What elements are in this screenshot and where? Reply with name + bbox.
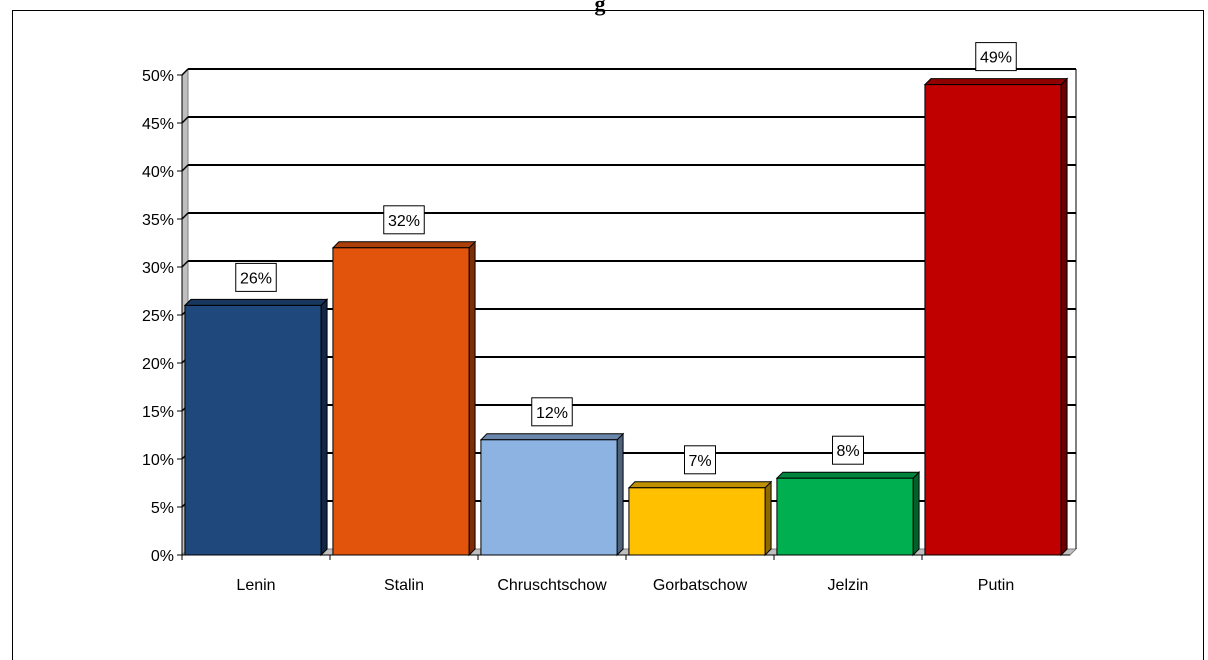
bar-side [468,240,476,557]
gridline-diag [181,212,189,220]
bar-jelzin [775,470,921,557]
x-tick-label: Gorbatschow [653,577,748,594]
bar-front [628,487,766,556]
y-tick-label: 40% [142,164,174,181]
y-tick-label: 30% [142,260,174,277]
x-tick-label: Stalin [384,577,424,594]
data-label-box [235,262,277,292]
bars [183,77,1069,557]
data-label: 12% [531,397,573,427]
data-label-box [975,42,1017,72]
chart-title-fragment: g [594,0,606,16]
data-label-text: 32% [388,213,420,230]
data-label-box [383,205,425,235]
bar-front [480,439,618,556]
bar-stalin [331,240,477,557]
bar-side [1060,77,1068,557]
data-label-text: 26% [240,270,272,287]
y-tick-label: 45% [142,116,174,133]
data-label-box [832,435,864,465]
bar-top [923,78,1069,86]
x-tick-label: Lenin [236,577,275,594]
gridline-diag [181,164,189,172]
bar-side [912,470,920,557]
x-tick-label: Putin [978,577,1014,594]
bar-lenin [183,298,329,557]
bar-side [616,432,624,557]
data-label-box [684,445,716,475]
bar-side [320,298,328,557]
data-label: 7% [684,445,716,475]
data-label: 8% [832,435,864,465]
y-tick-label: 5% [151,500,174,517]
data-label: 32% [383,205,425,235]
x-axis: Lenin Stalin Chruschtschow Gorbatschow Jelzi… [181,554,1070,594]
y-tick-label: 10% [142,452,174,469]
bar-top [183,298,329,306]
bar-putin [923,77,1069,557]
y-tick-label: 25% [142,308,174,325]
bar-top [775,471,921,479]
bar-top [479,433,625,441]
y-tick-label: 0% [151,548,174,565]
data-label-box [531,397,573,427]
bar-side [764,480,772,557]
y-tick-label: 15% [142,404,174,421]
data-label-text: 7% [688,453,711,470]
chart-frame [12,10,1204,660]
y-tick-label: 50% [142,68,174,85]
x-tick-label: Chruschtschow [497,577,607,594]
data-label-text: 49% [980,50,1012,67]
bar-front [924,84,1062,556]
y-tick-label: 20% [142,356,174,373]
gridline-diag [181,116,189,124]
data-label-text: 12% [536,405,568,422]
data-labels: 26% 32% 12% 7% 8% 49% [235,42,1017,475]
bar-gorbatschow [627,480,773,557]
bar-top [627,481,773,489]
data-label: 49% [975,42,1017,72]
bar-chruschtschow [479,432,625,557]
x-tick-label: Jelzin [828,577,869,594]
gridline-diag [181,68,189,76]
bar-front [776,477,914,556]
data-label: 26% [235,262,277,292]
bar-top [331,241,477,249]
bar-front [184,304,322,556]
gridline-diag [181,260,189,268]
y-tick-label: 35% [142,212,174,229]
bar-front [332,247,470,556]
data-label-text: 8% [836,443,859,460]
y-axis: 0% 5% 10% 15% 20% 25% 30% 35% 40% 45% 50% [142,68,183,565]
